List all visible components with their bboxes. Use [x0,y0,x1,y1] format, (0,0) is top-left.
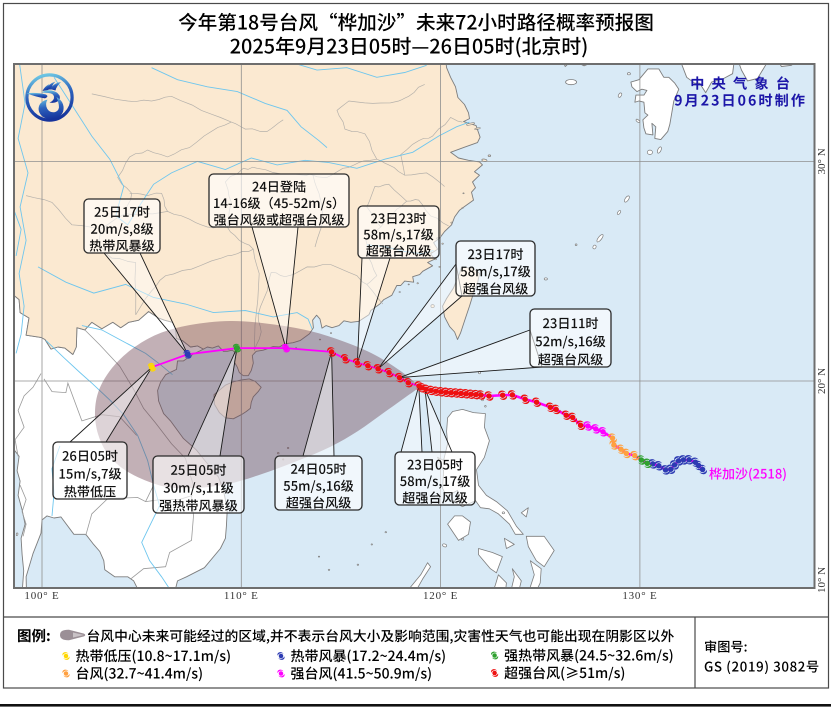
svg-text:110° E: 110° E [224,590,259,602]
svg-text:130° E: 130° E [622,590,657,602]
svg-text:10° N: 10° N [816,567,828,593]
svg-text:30° N: 30° N [816,148,828,174]
svg-text:120° E: 120° E [423,590,458,602]
svg-text:100° E: 100° E [24,590,59,602]
svg-text:20° N: 20° N [816,368,828,394]
